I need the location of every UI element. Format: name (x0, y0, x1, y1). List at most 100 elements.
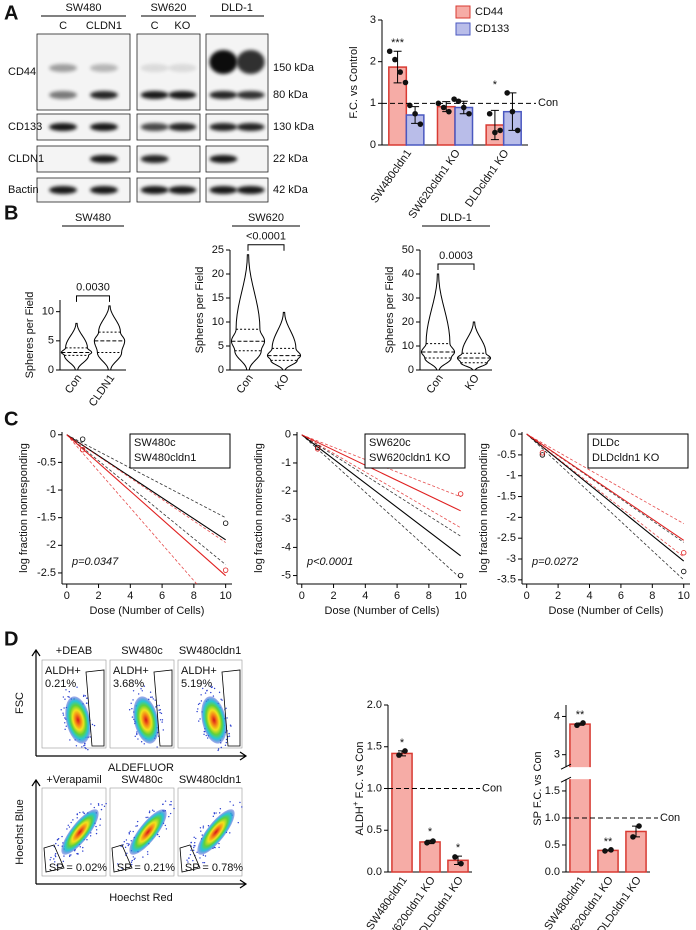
event-dot (101, 804, 103, 806)
y-tick-label: -1.5 (497, 490, 516, 502)
event-dot (220, 698, 222, 700)
y-tick-label: -2 (281, 485, 291, 497)
event-dot (189, 853, 192, 856)
y-tick-label: 0.5 (367, 824, 382, 836)
band (89, 186, 118, 194)
event-dot (131, 863, 133, 866)
event-dot (97, 803, 100, 805)
event-dot (79, 811, 81, 814)
fit-line (301, 434, 461, 557)
plot-title: SW480c (121, 645, 163, 657)
event-dot (62, 712, 64, 714)
event-dot (84, 746, 86, 749)
band (168, 123, 197, 131)
event-dot (122, 844, 124, 846)
y-tick-label: -5 (281, 569, 291, 581)
event-dot (215, 812, 217, 814)
event-dot (117, 863, 119, 865)
blot (36, 33, 131, 111)
x-tick-label: 0 (64, 590, 70, 602)
data-point (412, 110, 418, 117)
event-dot (126, 852, 128, 854)
event-dot (213, 812, 215, 814)
event-dot (148, 811, 151, 814)
event-dot (68, 826, 71, 828)
panel-label: A (4, 2, 18, 24)
event-dot (147, 853, 149, 855)
event-dot (196, 710, 198, 713)
p-value: p=0.0347 (71, 556, 119, 568)
event-dot (85, 747, 87, 750)
event-dot (162, 729, 164, 731)
event-dot (161, 721, 163, 723)
data-point (402, 748, 408, 754)
event-dot (140, 688, 142, 690)
event-dot (164, 824, 167, 827)
event-dot (159, 711, 161, 714)
band (209, 91, 238, 99)
data-point (79, 446, 86, 453)
event-dot (84, 742, 86, 745)
event-dot (68, 696, 70, 698)
event-dot (91, 723, 94, 726)
event-dot (130, 840, 132, 842)
event-dot (207, 825, 210, 827)
significance: ** (604, 836, 613, 848)
event-dot (120, 845, 122, 848)
event-dot (203, 861, 206, 864)
event-dot (202, 825, 205, 827)
event-dot (86, 839, 88, 841)
y-tick-label: 2 (370, 56, 376, 68)
x-tick-label: 4 (362, 590, 368, 602)
data-point (458, 860, 464, 867)
y-axis-label: Spheres per Field (24, 292, 36, 379)
y-tick-label: 0 (285, 429, 291, 441)
band (140, 123, 169, 131)
event-dot (65, 725, 67, 727)
data-point (580, 720, 586, 726)
y-axis-label: F.C. vs Control (348, 46, 360, 118)
data-point (314, 446, 321, 452)
bracket (437, 263, 475, 270)
plot-title: SW480c (121, 774, 163, 786)
protein-label: Bactin (8, 184, 39, 196)
event-dot (68, 855, 71, 858)
band (236, 50, 265, 74)
cell-line-label: DLD-1 (221, 2, 253, 14)
event-dot (153, 810, 155, 812)
ci-line (301, 434, 461, 579)
event-dot (221, 699, 223, 701)
event-dot (67, 695, 69, 698)
event-dot (192, 849, 195, 852)
density (201, 696, 227, 744)
fit-line (301, 434, 461, 512)
event-dot (99, 824, 101, 826)
event-dot (158, 835, 161, 838)
event-dot (218, 812, 221, 814)
lane-label: KO (174, 20, 190, 32)
sp-result: SP = 0.21% (117, 862, 175, 874)
y-tick-label: 10 (402, 340, 414, 352)
event-dot (100, 808, 103, 811)
event-dot (70, 821, 72, 824)
event-dot (130, 702, 132, 704)
data-point (539, 450, 546, 456)
significance: * (493, 79, 498, 91)
reference-label: Con (660, 812, 680, 824)
event-dot (76, 852, 78, 855)
y-tick-label: 40 (402, 268, 414, 280)
event-dot (60, 709, 62, 711)
gate-percent: 3.68% (113, 678, 144, 690)
reference-label: Con (538, 97, 558, 109)
error-bar (393, 50, 402, 84)
x-tick-label: 10 (678, 590, 690, 602)
legend-box (587, 433, 689, 469)
event-dot (158, 709, 160, 711)
density (133, 696, 159, 744)
event-dot (150, 696, 152, 698)
band (49, 186, 78, 194)
data-point (430, 838, 436, 844)
event-dot (188, 857, 190, 859)
event-dot (126, 842, 128, 845)
event-dot (226, 717, 228, 719)
